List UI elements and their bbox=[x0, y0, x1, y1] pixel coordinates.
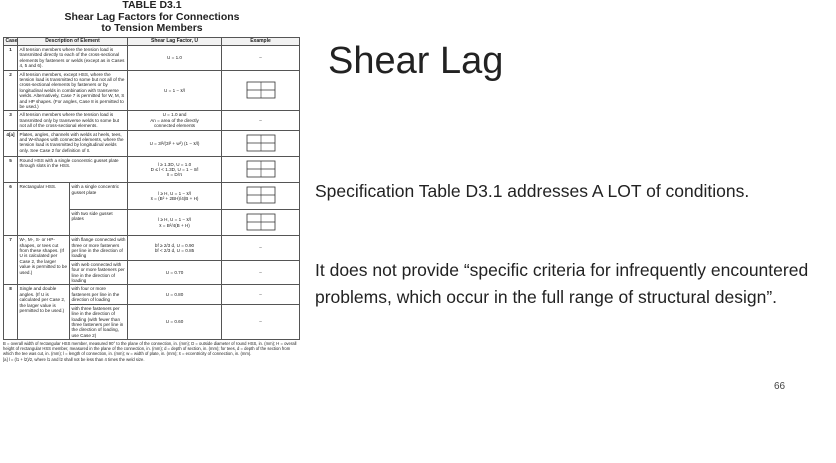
page-number: 66 bbox=[774, 381, 786, 392]
sub-description: with three fasteners per line in the dir… bbox=[68, 303, 129, 341]
shear-lag-factor: U = 0.80 bbox=[127, 284, 223, 305]
example-sketch bbox=[246, 213, 275, 231]
description: All tension members where the tension lo… bbox=[16, 44, 129, 71]
formula-line: D ≤ l < 1.3D, U = 1 − x̄/l bbox=[150, 167, 199, 172]
formula-line: x̄ = D/π bbox=[166, 172, 183, 178]
example bbox=[221, 69, 301, 112]
table-row: with three fasteners per line in the dir… bbox=[4, 303, 301, 341]
column-header: Description of Element bbox=[16, 36, 129, 46]
formula-line: connected elements bbox=[153, 123, 196, 129]
footnote: B = overall width of rectangular HSS mem… bbox=[3, 341, 297, 357]
example-sketch bbox=[246, 187, 275, 204]
description: All tension members where the tension lo… bbox=[16, 110, 129, 131]
table-title: to Tension Members bbox=[101, 22, 203, 34]
formula-line: l ≥ H, U = 1 − x̄/l bbox=[158, 190, 191, 196]
formula-line: U = 3l²/(3l² + w²) (1 − x̄/l) bbox=[149, 140, 200, 146]
header-row: Case Description of Element Shear Lag Fact… bbox=[3, 36, 301, 46]
formula-line: U = 0.80 bbox=[165, 291, 184, 297]
shear-lag-factor: l ≥ 1.3D, U = 1.0 D ≤ l < 1.3D, U = 1 − x… bbox=[127, 155, 223, 184]
table-title: Shear Lag Factors for Connections bbox=[64, 10, 240, 23]
example: – bbox=[221, 303, 301, 341]
formula-line: U = 1.0 bbox=[167, 55, 182, 61]
formula-line: U = 1 − x̄/l bbox=[164, 87, 185, 93]
case-number: 5 bbox=[3, 155, 18, 184]
example bbox=[221, 155, 301, 184]
table-row: 4[a] Plates, angles, channels with welds … bbox=[3, 129, 301, 158]
column-header: Case bbox=[3, 36, 18, 46]
description: W-, M-, S- or HP-shapes, or tees cut fro… bbox=[17, 235, 70, 286]
description: All tension members, except HSS, where t… bbox=[16, 69, 129, 112]
example bbox=[221, 182, 301, 210]
formula-line: l ≥ H, U = 1 − x̄/l bbox=[158, 217, 191, 223]
case-number: 3 bbox=[3, 110, 18, 131]
case-number: 8 bbox=[3, 284, 18, 341]
formula-line: U = 0.70 bbox=[165, 269, 184, 275]
shear-lag-factor: U = 1.0 bbox=[127, 44, 223, 71]
footnote: [a] l = (l1 + l2)/2, where l1 and l2 sha… bbox=[3, 357, 145, 363]
description: Round HSS with a single concentric gusse… bbox=[16, 155, 129, 184]
table-row: 3 All tension members where the tension l… bbox=[3, 110, 301, 131]
table-title: TABLE D3.1 bbox=[122, 0, 182, 11]
table-row: 7 W-, M-, S- or HP-shapes, or tees cut fr… bbox=[3, 235, 301, 286]
shear-lag-factor: bf ≥ 2/3 d, U = 0.90 bf < 2/3 d, U = 0.85 bbox=[127, 235, 223, 261]
shear-lag-factor: l ≥ H, U = 1 − x̄/l x̄ = (B² + 2BH)/4(B +… bbox=[127, 182, 223, 210]
formula-line: bf ≥ 2/3 d, U = 0.90 bbox=[154, 242, 195, 248]
shear-lag-factor: U = 0.70 bbox=[127, 259, 223, 286]
case-number: 6 bbox=[3, 182, 18, 237]
case-number: 2 bbox=[3, 69, 18, 112]
paragraph: It does not provide “specific criteria f… bbox=[315, 260, 809, 307]
formula-line: bf < 2/3 d, U = 0.85 bbox=[154, 248, 195, 254]
description: Rectangular HSS. bbox=[17, 182, 70, 237]
paragraph: Specification Table D3.1 addresses A LOT… bbox=[315, 181, 750, 201]
table-row: with two side gusset plates l ≥ H, U = 1 … bbox=[4, 208, 301, 237]
formula-line: x̄ = B²/4(B + H) bbox=[159, 222, 190, 228]
formula-line: l ≥ 1.3D, U = 1.0 bbox=[157, 161, 192, 167]
table: Case Description of Element Shear Lag Fact… bbox=[3, 36, 301, 341]
table-row: with web connected with four or more fas… bbox=[4, 259, 301, 286]
example: – bbox=[221, 110, 301, 131]
sub-description: with web connected with four or more fas… bbox=[68, 259, 129, 286]
sub-description: with a single concentric gusset plate bbox=[68, 182, 129, 210]
case-number: 4[a] bbox=[3, 129, 18, 158]
example-sketch bbox=[246, 160, 275, 178]
formula-line: An = area of the directly bbox=[150, 117, 199, 123]
formula-line: x̄ = (B² + 2BH)/4(B + H) bbox=[150, 196, 199, 202]
table-image: TABLE D3.1 Shear Lag Factors for Connecti… bbox=[3, 0, 301, 463]
example-sketch bbox=[246, 81, 275, 99]
column-header: Example bbox=[221, 36, 301, 46]
table-row: 6 Rectangular HSS. with a single concentri… bbox=[3, 182, 301, 237]
formula-line: U = 1.0 and bbox=[162, 112, 187, 118]
formula-line: U = 0.60 bbox=[165, 319, 184, 325]
shear-lag-factor: U = 0.60 bbox=[127, 303, 223, 341]
example: – bbox=[221, 44, 301, 71]
description: Single and double angles. (If U is calcu… bbox=[17, 284, 70, 341]
table-row: 1 All tension members where the tension l… bbox=[3, 44, 301, 71]
slide-title: Shear Lag bbox=[328, 40, 504, 82]
sub-description: with two side gusset plates bbox=[68, 208, 129, 237]
shear-lag-factor: l ≥ H, U = 1 − x̄/l x̄ = B²/4(B + H) bbox=[127, 208, 223, 237]
example: – bbox=[221, 259, 301, 286]
table-row: 2 All tension members, except HSS, where … bbox=[3, 69, 301, 112]
example-sketch bbox=[246, 134, 275, 151]
shear-lag-factor: U = 1.0 and An = area of the directly conn… bbox=[127, 110, 223, 131]
case-number: 7 bbox=[3, 235, 18, 286]
description: Plates, angles, channels with welds at h… bbox=[16, 129, 129, 158]
example bbox=[221, 208, 301, 237]
sub-description: with flange connected with three or more… bbox=[68, 235, 129, 261]
table-row: 5 Round HSS with a single concentric guss… bbox=[3, 155, 301, 184]
table-row: 8 Single and double angles. (If U is calc… bbox=[3, 284, 301, 341]
example: – bbox=[221, 235, 301, 261]
shear-lag-factor: U = 1 − x̄/l bbox=[127, 69, 223, 112]
column-header: Shear Lag Factor, U bbox=[127, 36, 223, 46]
case-number: 1 bbox=[3, 44, 18, 71]
sub-description: with four or more fasteners per line in … bbox=[68, 284, 129, 305]
example bbox=[221, 129, 301, 158]
example: – bbox=[221, 284, 301, 305]
shear-lag-factor: U = 3l²/(3l² + w²) (1 − x̄/l) bbox=[127, 129, 223, 158]
